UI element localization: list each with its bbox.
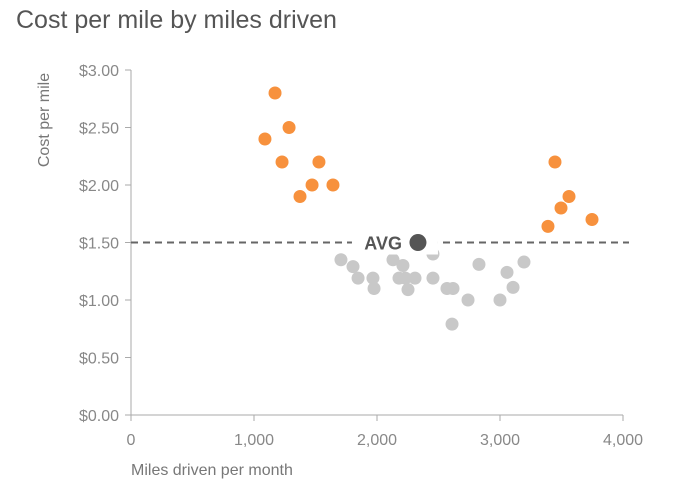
y-tick-label: $2.00 — [79, 178, 119, 195]
data-point-normal — [396, 259, 410, 272]
data-point-normal — [445, 317, 459, 331]
data-point-normal — [398, 271, 412, 285]
y-tick-label: $0.50 — [79, 351, 119, 368]
data-point-normal — [366, 271, 380, 285]
y-tick-label: $3.00 — [79, 63, 119, 80]
data-point-normal — [408, 271, 422, 285]
data-point-high — [562, 190, 576, 203]
data-point-normal — [517, 255, 531, 269]
y-tick-label: $1.00 — [79, 293, 119, 310]
data-point-normal — [500, 265, 514, 279]
x-tick-label: 3,000 — [480, 432, 520, 449]
data-point-high — [282, 121, 296, 134]
x-axis-label: Miles driven per month — [131, 462, 293, 479]
data-point-high — [275, 155, 289, 169]
data-point-high — [293, 190, 307, 203]
data-point-high — [554, 201, 568, 215]
data-point-normal — [506, 280, 520, 294]
data-point-normal — [446, 282, 460, 295]
x-tick-label: 4,000 — [603, 432, 643, 449]
data-point-high — [305, 178, 319, 192]
y-axis-label: Cost per mile — [36, 73, 53, 167]
chart-title: Cost per mile by miles driven — [16, 6, 337, 34]
data-point-normal — [426, 271, 440, 285]
data-point-normal — [386, 253, 400, 267]
data-point-normal — [334, 253, 348, 267]
data-point-normal — [461, 293, 475, 307]
avg-label: AVG — [364, 234, 402, 254]
data-point-high — [312, 155, 326, 169]
data-point-normal — [472, 257, 486, 271]
y-tick-label: $1.50 — [79, 236, 119, 253]
data-point-high — [585, 213, 599, 226]
data-point-high — [258, 132, 272, 146]
x-tick-label: 1,000 — [234, 432, 274, 449]
data-point-high — [326, 178, 340, 192]
data-point-normal — [346, 260, 360, 274]
data-point-normal — [401, 283, 415, 297]
data-point-normal — [367, 282, 381, 295]
data-point-normal — [493, 293, 507, 307]
y-tick-label: $0.00 — [79, 408, 119, 425]
x-tick-label: 2,000 — [357, 432, 397, 449]
data-point-high — [268, 86, 282, 100]
data-point-high — [541, 219, 555, 233]
y-tick-label: $2.50 — [79, 121, 119, 138]
average-point — [409, 234, 427, 251]
data-point-high — [548, 155, 562, 169]
data-point-normal — [351, 271, 365, 285]
x-tick-label: 0 — [127, 432, 136, 449]
